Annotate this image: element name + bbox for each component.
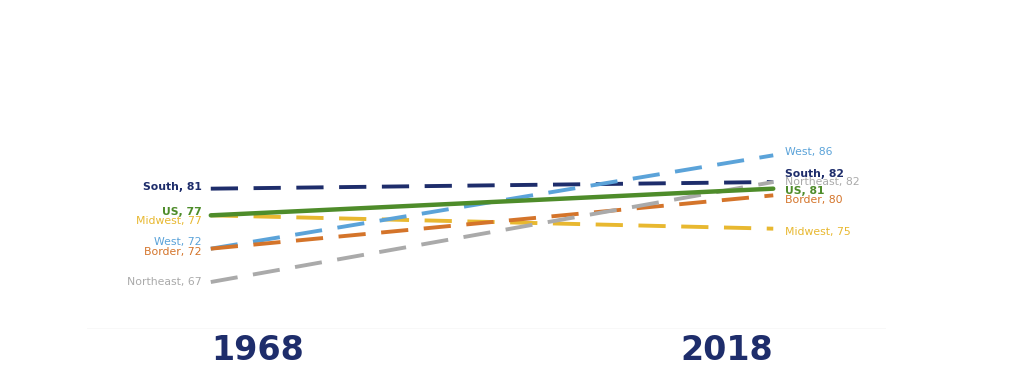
Text: Nonfiscal Public Elementary/Secondary Education Survey 1991-92, 2005-06, 2018-19: Nonfiscal Public Elementary/Secondary Ed… <box>10 371 717 380</box>
Text: 1968: 1968 <box>211 334 304 367</box>
Text: Percentage of All Black Students in Predominantly (>50%) Non-White Schools, 1968: Percentage of All Black Students in Pred… <box>12 25 672 38</box>
Text: South, 81: South, 81 <box>143 182 202 192</box>
Text: Border, 80: Border, 80 <box>784 195 842 205</box>
Text: Midwest, 75: Midwest, 75 <box>784 227 850 237</box>
Text: West, 72: West, 72 <box>155 237 202 247</box>
Text: (Percentage points, by U.S. Region, 1968-2018): (Percentage points, by U.S. Region, 1968… <box>12 67 278 77</box>
Text: US, 81: US, 81 <box>784 186 824 196</box>
Text: 2018: 2018 <box>681 334 773 367</box>
Text: West, 86: West, 86 <box>784 147 833 157</box>
Text: US, 77: US, 77 <box>162 207 202 217</box>
Text: South, 82: South, 82 <box>784 169 844 179</box>
Text: Border, 72: Border, 72 <box>144 247 202 257</box>
Text: Northeast, 67: Northeast, 67 <box>127 277 202 287</box>
Text: See "Black Segregation Matters: School Resegration and Black Education Opportuni: See "Black Segregation Matters: School R… <box>10 345 864 355</box>
Text: Midwest, 77: Midwest, 77 <box>136 216 202 226</box>
Text: Northeast, 82: Northeast, 82 <box>784 177 859 187</box>
